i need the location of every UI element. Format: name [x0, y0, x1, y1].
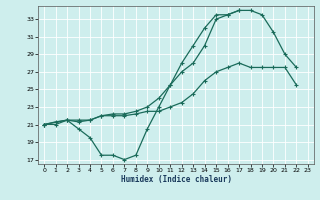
- X-axis label: Humidex (Indice chaleur): Humidex (Indice chaleur): [121, 175, 231, 184]
